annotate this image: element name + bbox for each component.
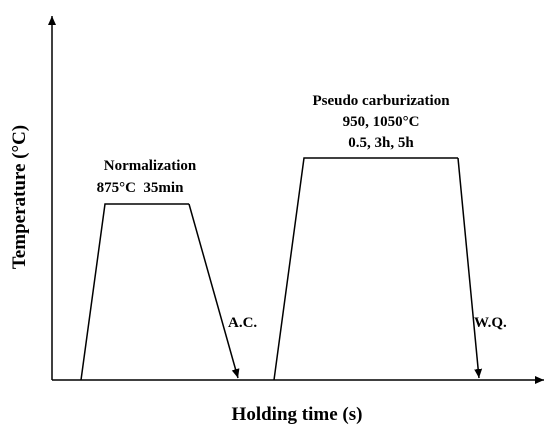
air-cooling-arrow [188, 203, 240, 379]
normalization-condition: 875°C 35min [97, 180, 184, 196]
pseudo-carburization-title: Pseudo carburization [312, 93, 450, 109]
pseudo-carburization-temperatures: 950, 1050°C [343, 114, 420, 130]
air-cooling-label: A.C. [228, 315, 257, 331]
normalization-profile [80, 203, 189, 381]
pseudo-carburization-profile [273, 157, 458, 381]
water-quench-arrow [457, 157, 483, 379]
water-quench-label: W.Q. [474, 315, 507, 331]
pseudo-carburization-durations: 0.5, 3h, 5h [348, 135, 414, 151]
normalization-title: Normalization [104, 158, 197, 174]
y-axis-title: Temperature (°C) [9, 125, 30, 269]
x-axis-title: Holding time (s) [232, 404, 363, 425]
